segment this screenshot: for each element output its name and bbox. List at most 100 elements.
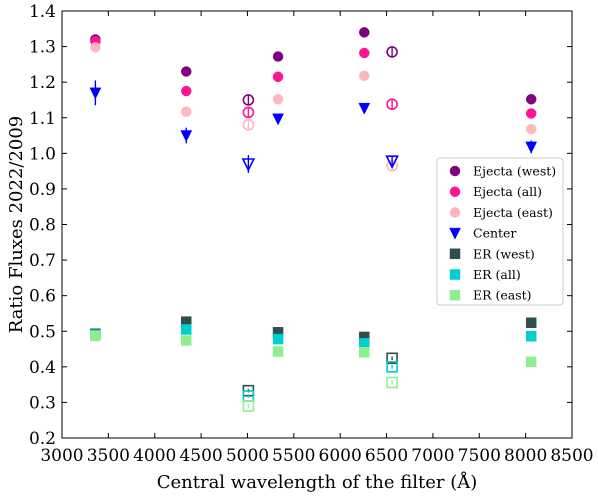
legend-label: ER (west)	[473, 246, 535, 261]
data-point	[386, 352, 398, 365]
marker-shape	[386, 46, 398, 58]
x-tick-label: 6500	[365, 446, 408, 466]
data-point	[358, 102, 371, 115]
marker-shape	[449, 186, 461, 197]
legend-item: ER (east)	[449, 288, 532, 303]
data-point	[525, 123, 537, 135]
data-point	[525, 330, 537, 342]
x-tick-label: 4500	[179, 446, 222, 466]
data-point	[242, 119, 255, 131]
marker-shape	[272, 71, 284, 83]
data-point	[359, 338, 370, 349]
data-marks	[89, 27, 538, 412]
marker-shape	[449, 165, 461, 177]
marker-shape	[525, 93, 537, 105]
x-tick-label: 3500	[87, 446, 130, 466]
data-point	[242, 94, 255, 106]
marker-shape	[359, 27, 370, 38]
legend-label: Center	[473, 226, 516, 241]
marker-shape	[359, 70, 370, 82]
marker-shape	[359, 47, 370, 59]
data-point	[359, 70, 370, 82]
legend-item: Ejecta (east)	[449, 205, 553, 220]
data-point	[386, 46, 398, 58]
legend-item: ER (west)	[449, 246, 535, 261]
legend-marker	[449, 207, 461, 218]
legend-marker	[449, 165, 461, 177]
series-er-east	[90, 330, 537, 412]
data-point	[242, 400, 255, 412]
x-tick-label: 7500	[458, 446, 501, 466]
data-point	[89, 87, 102, 100]
data-point	[242, 106, 255, 119]
legend: Ejecta (west) Ejecta (all) Ejecta (east) Ce…	[436, 157, 564, 306]
y-tick-label: 1.0	[29, 144, 56, 164]
legend-item: ER (all)	[449, 267, 521, 282]
data-point	[272, 333, 284, 345]
legend-label: Ejecta (east)	[473, 205, 553, 220]
legend-label: ER (all)	[473, 267, 521, 282]
legend-marker	[449, 186, 461, 197]
x-tick-label: 8500	[550, 446, 593, 466]
legend-label: Ejecta (west)	[473, 164, 556, 179]
legend-item: Center	[449, 226, 516, 241]
y-tick-label: 0.9	[29, 180, 56, 200]
data-point	[272, 71, 284, 83]
data-point	[525, 108, 537, 119]
x-tick-label: 7000	[411, 446, 454, 466]
x-tick-label: 5000	[226, 446, 269, 466]
data-point	[525, 141, 538, 154]
y-tick-label: 1.1	[29, 109, 56, 129]
marker-shape	[242, 106, 255, 119]
data-point	[90, 42, 101, 53]
y-tick-label: 0.4	[29, 358, 56, 378]
data-point	[525, 356, 537, 368]
marker-shape	[272, 51, 284, 62]
marker-shape	[181, 106, 192, 117]
legend-label: Ejecta (all)	[473, 184, 542, 199]
data-point	[359, 346, 370, 358]
y-tick-label: 1.2	[29, 73, 56, 93]
data-point	[180, 130, 193, 143]
legend-item: Ejecta (all)	[449, 184, 542, 199]
marker-shape	[525, 123, 537, 135]
data-point	[272, 346, 284, 357]
data-point	[525, 93, 537, 105]
x-tick-label: 4000	[133, 446, 176, 466]
data-point	[386, 376, 398, 389]
axis-ticks: 3000 3500 4000 4500 5000 5500 6000 6500 7000 7500…	[29, 2, 594, 466]
y-tick-label: 1.4	[29, 2, 56, 22]
y-tick-label: 0.5	[29, 322, 56, 342]
x-tick-label: 3000	[40, 446, 83, 466]
marker-shape	[242, 94, 255, 106]
x-axis-label: Central wavelength of the filter (Å)	[157, 471, 478, 493]
data-point	[272, 113, 284, 126]
legend-marker	[449, 227, 461, 240]
legend-label: ER (east)	[473, 288, 532, 303]
data-point	[181, 324, 192, 335]
data-point	[181, 66, 192, 77]
y-tick-label: 1.3	[29, 38, 56, 58]
marker-shape	[525, 108, 537, 119]
y-axis-label: Ratio Fluxes 2022/2009	[6, 116, 27, 334]
legend-item: Ejecta (west)	[449, 164, 556, 179]
data-point	[386, 361, 398, 373]
y-tick-label: 0.8	[29, 216, 56, 236]
x-tick-label: 6000	[319, 446, 362, 466]
x-tick-label: 5500	[272, 446, 315, 466]
y-tick-label: 0.7	[29, 251, 56, 271]
marker-shape	[242, 119, 255, 131]
legend-marker	[449, 248, 461, 260]
data-point	[241, 158, 256, 172]
data-point	[181, 85, 192, 97]
data-point	[385, 155, 399, 169]
legend-marker	[449, 289, 461, 301]
y-tick-label: 0.6	[29, 287, 56, 307]
data-point	[181, 335, 192, 346]
marker-shape	[272, 93, 284, 105]
marker-shape	[449, 207, 461, 218]
data-point	[181, 106, 192, 117]
data-point	[386, 98, 398, 111]
data-point	[525, 317, 537, 328]
